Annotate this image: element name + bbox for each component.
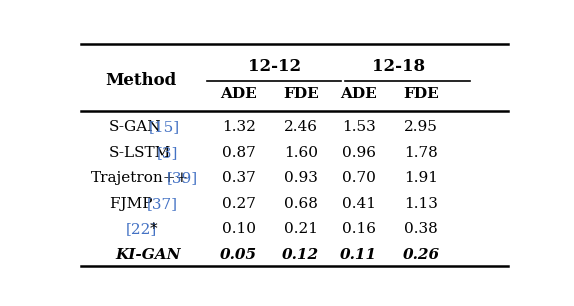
Text: KI-GAN: KI-GAN: [115, 248, 181, 262]
Text: FDE: FDE: [403, 88, 439, 102]
Text: FJMP: FJMP: [110, 197, 158, 211]
Text: 0.41: 0.41: [342, 197, 375, 211]
Text: 0.05: 0.05: [220, 248, 257, 262]
Text: 0.16: 0.16: [342, 222, 375, 236]
Text: FDE: FDE: [283, 88, 319, 102]
Text: 1.78: 1.78: [404, 146, 438, 160]
Text: 1.53: 1.53: [342, 121, 375, 134]
Text: 0.70: 0.70: [342, 171, 375, 185]
Text: 0.68: 0.68: [284, 197, 318, 211]
Text: [22]: [22]: [126, 222, 157, 236]
Text: 0.87: 0.87: [222, 146, 255, 160]
Text: S-LSTM: S-LSTM: [108, 146, 170, 160]
Text: 2.95: 2.95: [404, 121, 438, 134]
Text: 2.46: 2.46: [284, 121, 318, 134]
Text: 0.37: 0.37: [222, 171, 255, 185]
Text: 12-18: 12-18: [372, 58, 425, 75]
Text: 1.13: 1.13: [404, 197, 438, 211]
Text: S-GAN: S-GAN: [108, 121, 161, 134]
Text: [15]: [15]: [149, 121, 180, 134]
Text: 0.26: 0.26: [402, 248, 440, 262]
Text: 0.12: 0.12: [282, 248, 319, 262]
Text: ADE: ADE: [220, 88, 257, 102]
Text: 1.91: 1.91: [404, 171, 438, 185]
Text: [3]: [3]: [157, 146, 178, 160]
Text: 1.32: 1.32: [222, 121, 255, 134]
Text: 0.27: 0.27: [222, 197, 255, 211]
Text: 0.21: 0.21: [284, 222, 318, 236]
Text: [37]: [37]: [147, 197, 178, 211]
Text: Trajetron++: Trajetron++: [91, 171, 189, 185]
Text: 0.11: 0.11: [340, 248, 377, 262]
Text: 0.38: 0.38: [404, 222, 438, 236]
Text: [39]: [39]: [166, 171, 198, 185]
Text: 0.93: 0.93: [284, 171, 318, 185]
Text: Method: Method: [105, 72, 176, 89]
Text: 0.10: 0.10: [222, 222, 255, 236]
Text: *: *: [150, 222, 157, 236]
Text: 12-12: 12-12: [247, 58, 301, 75]
Text: ADE: ADE: [340, 88, 377, 102]
Text: 1.60: 1.60: [284, 146, 318, 160]
Text: 0.96: 0.96: [342, 146, 375, 160]
